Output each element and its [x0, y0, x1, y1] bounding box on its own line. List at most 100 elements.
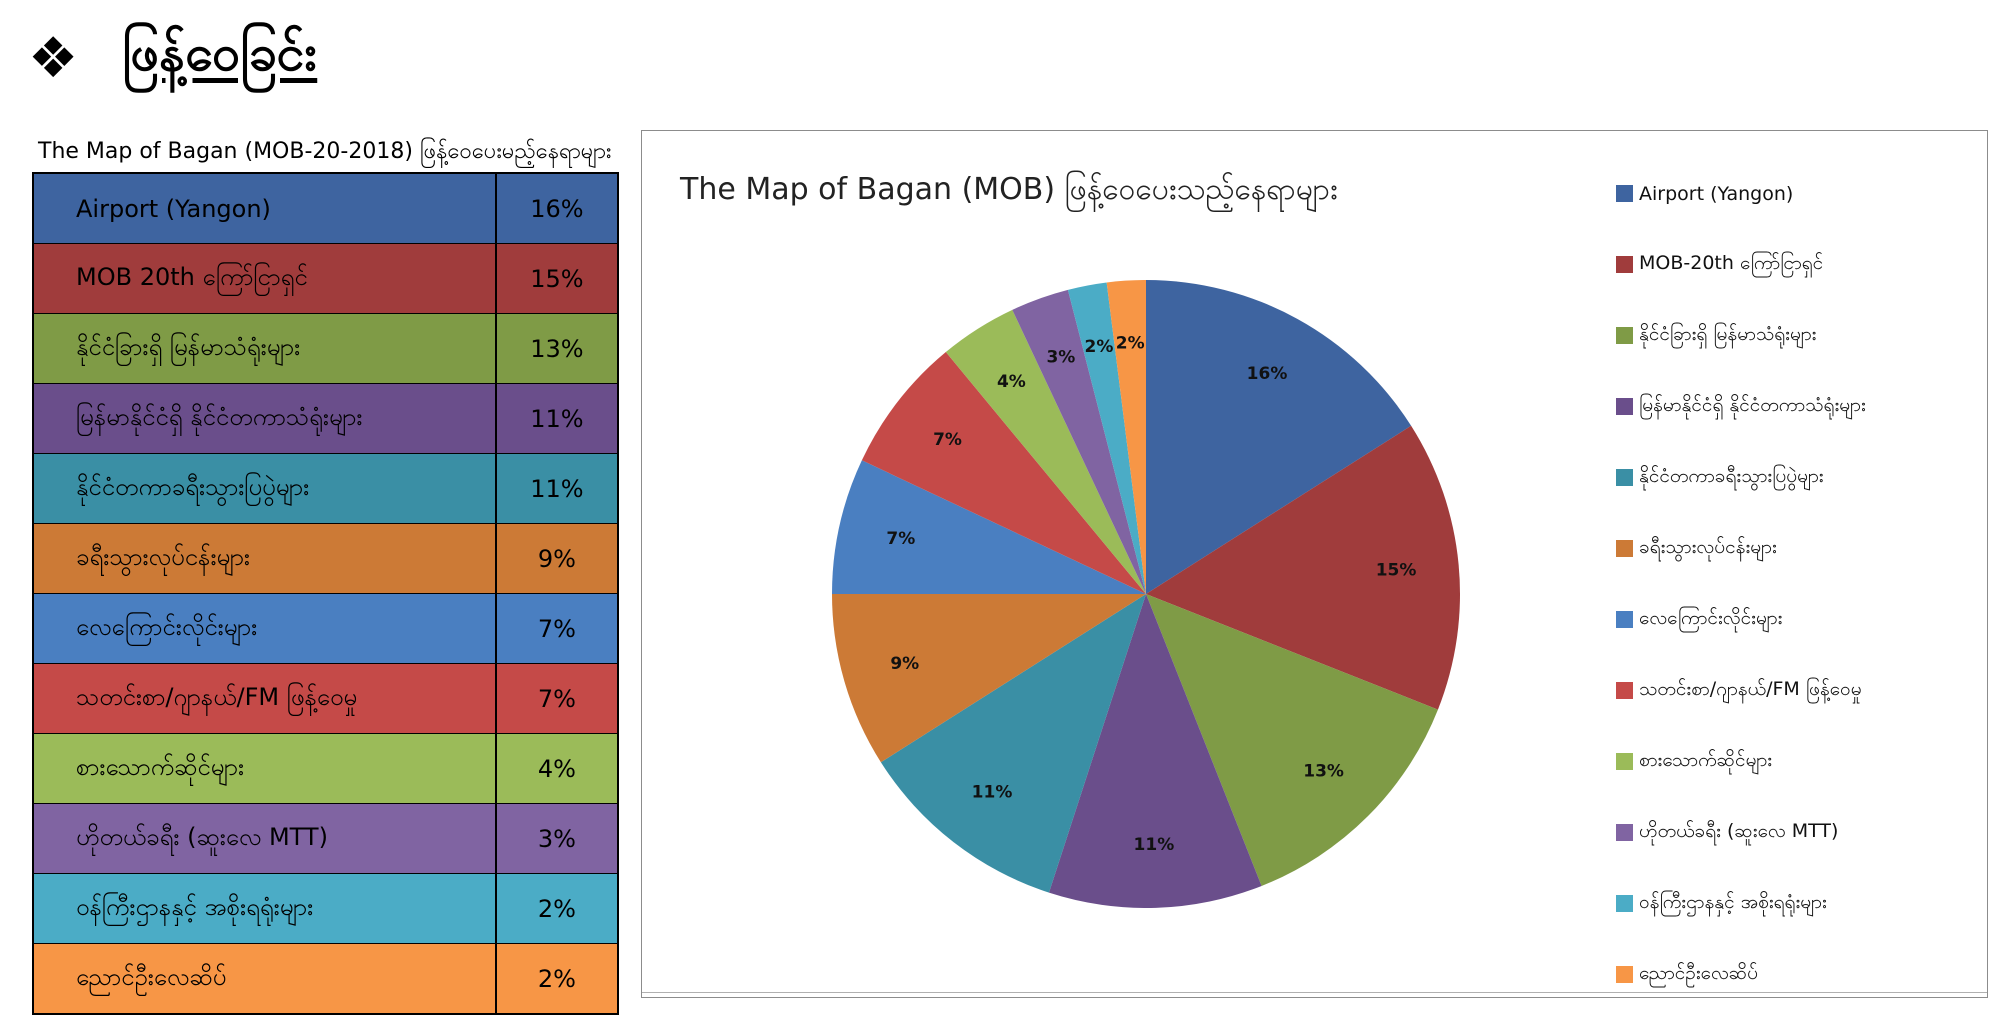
legend-label: ခရီးသွားလုပ်ငန်းများ — [1639, 535, 1777, 558]
pie-slice — [1106, 280, 1146, 594]
table-caption: The Map of Bagan (MOB-20-2018) ဖြန့်ဝေပေ… — [38, 139, 612, 164]
slice-data-label: 15% — [1376, 560, 1417, 580]
legend-label: MOB-20th ကြော်ငြာရှင် — [1639, 251, 1824, 274]
row-label: ခရီးသွားလုပ်ငန်းများ — [32, 523, 497, 594]
table-row: နိုင်ငံတကာခရီးသွားပြပွဲများ 11% — [32, 453, 619, 524]
pie-slice — [880, 594, 1146, 893]
table-row: Airport (Yangon) 16% — [32, 172, 619, 244]
row-value: 13% — [494, 313, 619, 384]
legend-item: Airport (Yangon) — [1616, 158, 1976, 229]
pie-slice — [1067, 282, 1146, 594]
slice-data-label: 11% — [972, 782, 1013, 802]
pie-chart-panel: The Map of Bagan (MOB) ဖြန့်ဝေပေးသည့်နေရ… — [641, 130, 1988, 998]
legend-swatch — [1616, 611, 1633, 628]
row-label: ညောင်ဦးလေဆိပ် — [32, 943, 497, 1015]
row-label: မြန်မာနိုင်ငံရှိ နိုင်ငံတကာသံရုံးများ — [32, 383, 497, 454]
slice-data-label: 3% — [1046, 348, 1075, 368]
legend-label: Airport (Yangon) — [1639, 182, 1794, 205]
legend-swatch — [1616, 824, 1633, 841]
row-value: 15% — [494, 243, 619, 314]
row-value: 7% — [494, 663, 619, 734]
pie-slice — [1048, 594, 1262, 909]
legend-item: နိုင်ငံတကာခရီးသွားပြပွဲများ — [1616, 442, 1976, 513]
table-row: စားသောက်ဆိုင်များ 4% — [32, 733, 619, 804]
legend-swatch — [1616, 469, 1633, 486]
row-label: နိုင်ငံခြားရှိ မြန်မာသံရုံးများ — [32, 313, 497, 384]
legend-swatch — [1616, 540, 1633, 557]
pie-slice — [1146, 425, 1460, 710]
row-label: MOB 20th ကြော်ငြာရှင် — [32, 243, 497, 314]
row-label: လေကြောင်းလိုင်းများ — [32, 593, 497, 664]
pie-slice — [832, 460, 1146, 594]
pie-slice — [945, 309, 1146, 594]
row-label: စားသောက်ဆိုင်များ — [32, 733, 497, 804]
slice-data-label: 2% — [1084, 337, 1113, 357]
pie-slice — [1146, 280, 1412, 594]
legend-label: နိုင်ငံခြားရှိ မြန်မာသံရုံးများ — [1639, 322, 1817, 345]
table-row: သတင်းစာ/ဂျာနယ်/FM ဖြန့်ဝေမှု 7% — [32, 663, 619, 734]
legend-item: စားသောက်ဆိုင်များ — [1616, 726, 1976, 797]
row-value: 9% — [494, 523, 619, 594]
slice-data-label: 11% — [1134, 835, 1175, 855]
legend-item: ညောင်ဦးလေဆိပ် — [1616, 939, 1976, 1010]
legend-item: သတင်းစာ/ဂျာနယ်/FM ဖြန့်ဝေမှု — [1616, 655, 1976, 726]
legend-swatch — [1616, 398, 1633, 415]
legend-swatch — [1616, 327, 1633, 344]
row-value: 11% — [494, 453, 619, 524]
row-label: ဟိုတယ်ခရီး (ဆူးလေ MTT) — [32, 803, 497, 874]
legend-label: ဟိုတယ်ခရီး (ဆူးလေ MTT) — [1639, 819, 1839, 842]
legend-swatch — [1616, 966, 1633, 983]
row-value: 4% — [494, 733, 619, 804]
chart-title: The Map of Bagan (MOB) ဖြန့်ဝေပေးသည့်နေရ… — [680, 172, 1338, 207]
legend-item: မြန်မာနိုင်ငံရှိ နိုင်ငံတကာသံရုံးများ — [1616, 371, 1976, 442]
slice-data-label: 4% — [997, 372, 1026, 392]
diamond-bullet-icon: ❖ — [28, 25, 79, 91]
page-title: ဖြန့်ဝေခြင်း — [122, 24, 318, 82]
table-row: ခရီးသွားလုပ်ငန်းများ 9% — [32, 523, 619, 594]
legend-label: စားသောက်ဆိုင်များ — [1639, 748, 1773, 771]
slice-data-label: 16% — [1247, 364, 1288, 384]
legend-item: လေကြောင်းလိုင်းများ — [1616, 584, 1976, 655]
legend-item: MOB-20th ကြော်ငြာရှင် — [1616, 229, 1976, 300]
legend-label: လေကြောင်းလိုင်းများ — [1639, 606, 1783, 629]
slice-data-label: 13% — [1303, 762, 1344, 782]
legend-label: သတင်းစာ/ဂျာနယ်/FM ဖြန့်ဝေမှု — [1639, 677, 1862, 700]
row-label: ဝန်ကြီးဌာနနှင့် အစိုးရရုံးများ — [32, 873, 497, 944]
row-value: 11% — [494, 383, 619, 454]
row-label: နိုင်ငံတကာခရီးသွားပြပွဲများ — [32, 453, 497, 524]
frame-divider — [642, 992, 1987, 993]
legend-swatch — [1616, 895, 1633, 912]
row-label: Airport (Yangon) — [32, 172, 497, 244]
legend-label: မြန်မာနိုင်ငံရှိ နိုင်ငံတကာသံရုံးများ — [1639, 393, 1866, 416]
pie-slice — [861, 352, 1146, 594]
chart-legend: Airport (Yangon) MOB-20th ကြော်ငြာရှင်နို… — [1616, 158, 1976, 1010]
legend-swatch — [1616, 753, 1633, 770]
table-row: မြန်မာနိုင်ငံရှိ နိုင်ငံတကာသံရုံးများ 11% — [32, 383, 619, 454]
distribution-table: Airport (Yangon) 16% MOB 20th ကြော်ငြာရှင်… — [32, 172, 619, 1015]
row-value: 7% — [494, 593, 619, 664]
slice-data-label: 2% — [1116, 333, 1145, 353]
table-row: ညောင်ဦးလေဆိပ် 2% — [32, 943, 619, 1015]
row-value: 2% — [494, 873, 619, 944]
legend-swatch — [1616, 682, 1633, 699]
legend-item: ခရီးသွားလုပ်ငန်းများ — [1616, 513, 1976, 584]
legend-item: ဝန်ကြီးဌာနနှင့် အစိုးရရုံးများ — [1616, 868, 1976, 939]
legend-label: ညောင်ဦးလေဆိပ် — [1639, 961, 1758, 984]
row-label: သတင်းစာ/ဂျာနယ်/FM ဖြန့်ဝေမှု — [32, 663, 497, 734]
slice-data-label: 9% — [890, 654, 919, 674]
pie-slice — [832, 594, 1146, 763]
table-row: နိုင်ငံခြားရှိ မြန်မာသံရုံးများ 13% — [32, 313, 619, 384]
pie-slice — [1012, 289, 1146, 594]
legend-label: နိုင်ငံတကာခရီးသွားပြပွဲများ — [1639, 464, 1824, 487]
row-value: 2% — [494, 943, 619, 1015]
legend-item: နိုင်ငံခြားရှိ မြန်မာသံရုံးများ — [1616, 300, 1976, 371]
table-row: လေကြောင်းလိုင်းများ 7% — [32, 593, 619, 664]
table-row: MOB 20th ကြော်ငြာရှင် 15% — [32, 243, 619, 314]
legend-swatch — [1616, 256, 1633, 273]
slice-data-label: 7% — [886, 529, 915, 549]
page-heading: ❖ ဖြန့်ဝေခြင်း — [28, 22, 317, 95]
pie-slice — [1146, 594, 1438, 886]
table-row: ဟိုတယ်ခရီး (ဆူးလေ MTT) 3% — [32, 803, 619, 874]
legend-swatch — [1616, 185, 1633, 202]
row-value: 16% — [494, 172, 619, 244]
